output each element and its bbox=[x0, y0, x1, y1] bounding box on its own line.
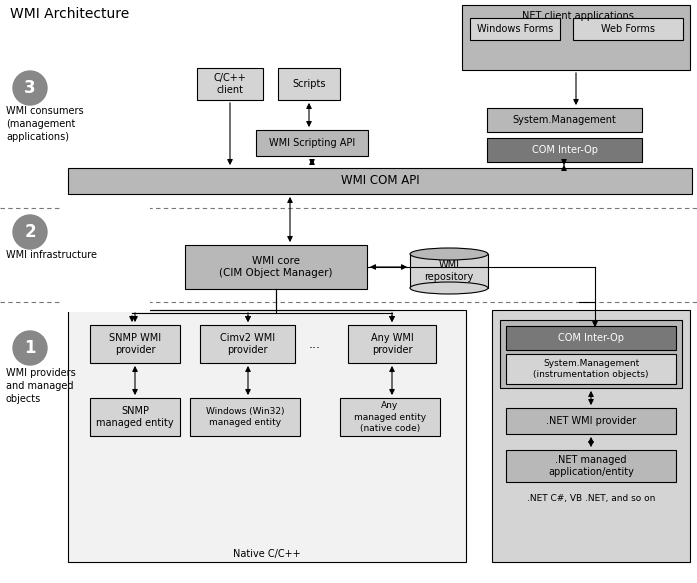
Bar bbox=[90, 325, 180, 363]
Bar bbox=[487, 108, 642, 132]
Circle shape bbox=[13, 71, 47, 105]
Text: WMI providers
and managed
objects: WMI providers and managed objects bbox=[6, 368, 76, 405]
Text: Windows Forms: Windows Forms bbox=[477, 24, 553, 34]
Bar bbox=[348, 325, 436, 363]
Text: Any
managed entity
(native code): Any managed entity (native code) bbox=[354, 402, 426, 433]
Text: Web Forms: Web Forms bbox=[601, 24, 655, 34]
Text: ...: ... bbox=[309, 338, 321, 350]
Ellipse shape bbox=[410, 282, 488, 294]
Text: .NET managed
application/entity: .NET managed application/entity bbox=[548, 455, 634, 477]
Bar bbox=[487, 138, 642, 162]
Text: .NET client applications: .NET client applications bbox=[519, 11, 634, 21]
Bar bbox=[185, 245, 367, 289]
Text: WMI consumers
(management
applications): WMI consumers (management applications) bbox=[6, 106, 84, 142]
Text: 2: 2 bbox=[24, 223, 36, 241]
Text: Native C/C++: Native C/C++ bbox=[233, 549, 301, 559]
Text: SNMP
managed entity: SNMP managed entity bbox=[96, 406, 174, 428]
Circle shape bbox=[13, 215, 47, 249]
Bar bbox=[68, 168, 692, 194]
Bar bbox=[256, 130, 368, 156]
Text: WMI Architecture: WMI Architecture bbox=[10, 7, 129, 21]
Bar bbox=[506, 408, 676, 434]
Bar bbox=[492, 310, 690, 562]
Bar bbox=[506, 326, 676, 350]
Bar bbox=[200, 325, 295, 363]
Text: COM / DCOM: COM / DCOM bbox=[68, 304, 125, 312]
Text: Any WMI
provider: Any WMI provider bbox=[371, 333, 413, 355]
Bar bbox=[506, 450, 676, 482]
Text: Cimv2 WMI
provider: Cimv2 WMI provider bbox=[220, 333, 275, 355]
Text: WMI infrastructure: WMI infrastructure bbox=[6, 250, 97, 260]
Text: COM Inter-Op: COM Inter-Op bbox=[532, 145, 597, 155]
Text: .NET C#, VB .NET, and so on: .NET C#, VB .NET, and so on bbox=[527, 493, 655, 503]
Text: Scripts: Scripts bbox=[292, 79, 325, 89]
Bar bbox=[573, 18, 683, 40]
Text: COM / DCOM: COM / DCOM bbox=[68, 209, 125, 219]
Bar bbox=[90, 398, 180, 436]
Bar bbox=[462, 5, 690, 70]
Text: COM / DCOM: COM / DCOM bbox=[68, 293, 125, 301]
Bar bbox=[197, 68, 263, 100]
Text: WMI
repository: WMI repository bbox=[424, 260, 474, 282]
Text: C/C++
client: C/C++ client bbox=[213, 73, 246, 95]
Bar bbox=[190, 398, 300, 436]
Text: COM Inter-Op: COM Inter-Op bbox=[558, 333, 624, 343]
Bar bbox=[500, 320, 682, 388]
Text: System.Management
(instrumentation objects): System.Management (instrumentation objec… bbox=[533, 359, 649, 379]
Bar bbox=[278, 68, 340, 100]
Text: 1: 1 bbox=[24, 339, 36, 357]
Bar bbox=[470, 18, 560, 40]
Bar bbox=[340, 398, 440, 436]
Text: .NET WMI provider: .NET WMI provider bbox=[546, 416, 636, 426]
Bar bbox=[60, 292, 150, 312]
Text: COM / DCOM: COM / DCOM bbox=[68, 198, 125, 208]
Text: System.Management: System.Management bbox=[512, 115, 616, 125]
Text: 3: 3 bbox=[24, 79, 36, 97]
Bar bbox=[410, 254, 488, 288]
Text: WMI COM API: WMI COM API bbox=[341, 174, 420, 188]
Ellipse shape bbox=[410, 248, 488, 260]
Text: WMI Scripting API: WMI Scripting API bbox=[269, 138, 355, 148]
Circle shape bbox=[13, 331, 47, 365]
Text: WMI core
(CIM Object Manager): WMI core (CIM Object Manager) bbox=[220, 256, 332, 278]
Bar bbox=[68, 310, 466, 562]
Bar bbox=[60, 198, 150, 218]
Text: SNMP WMI
provider: SNMP WMI provider bbox=[109, 333, 161, 355]
Text: Windows (Win32)
managed entity: Windows (Win32) managed entity bbox=[206, 407, 284, 427]
Bar bbox=[506, 354, 676, 384]
